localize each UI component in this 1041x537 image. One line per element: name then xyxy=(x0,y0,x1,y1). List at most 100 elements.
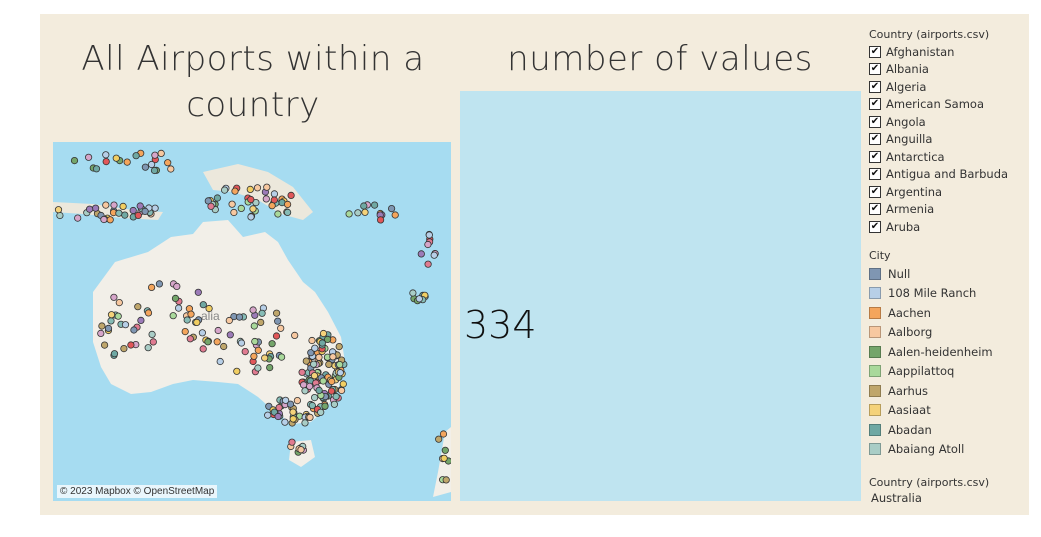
airport-marker[interactable] xyxy=(150,166,159,175)
airport-marker[interactable] xyxy=(251,337,259,346)
airport-marker[interactable] xyxy=(148,330,156,338)
airport-marker[interactable] xyxy=(254,346,262,354)
checkbox[interactable]: ✔ xyxy=(869,220,881,233)
city-legend-item[interactable]: Null xyxy=(869,264,1029,284)
country-filter-item[interactable]: ✔ Algeria xyxy=(869,78,1029,96)
airport-marker[interactable] xyxy=(246,185,254,194)
airport-marker[interactable] xyxy=(370,201,379,209)
airport-marker[interactable] xyxy=(107,317,115,325)
airport-marker[interactable] xyxy=(253,184,262,192)
country-filter-item[interactable]: ✔ Angola xyxy=(869,113,1029,131)
city-legend-item[interactable]: Aarhus xyxy=(869,381,1029,401)
airport-marker[interactable] xyxy=(435,435,443,443)
airport-marker[interactable] xyxy=(337,386,346,395)
airport-marker[interactable] xyxy=(85,205,94,213)
airport-marker[interactable] xyxy=(409,289,417,297)
country-filter-item[interactable]: ✔ Argentina xyxy=(869,183,1029,201)
airport-marker[interactable] xyxy=(258,309,266,317)
airport-marker[interactable] xyxy=(306,413,314,421)
airport-marker[interactable] xyxy=(100,215,108,224)
city-legend-item[interactable]: Aalen-heidenheim xyxy=(869,342,1029,362)
airport-marker[interactable] xyxy=(235,313,244,321)
airport-marker[interactable] xyxy=(97,329,105,337)
airport-marker[interactable] xyxy=(252,198,260,207)
airport-marker[interactable] xyxy=(415,295,423,303)
airport-marker[interactable] xyxy=(121,321,130,329)
airport-marker[interactable] xyxy=(144,344,152,352)
airport-marker[interactable] xyxy=(181,328,189,336)
airport-marker[interactable] xyxy=(270,190,278,198)
airport-marker[interactable] xyxy=(237,204,245,213)
airport-marker[interactable] xyxy=(298,368,306,376)
airport-marker[interactable] xyxy=(148,283,156,291)
airport-marker[interactable] xyxy=(284,200,292,209)
checkbox[interactable]: ✔ xyxy=(869,63,881,76)
airport-marker[interactable] xyxy=(198,329,206,337)
airport-marker[interactable] xyxy=(151,151,159,159)
airport-marker[interactable] xyxy=(376,216,385,224)
airport-marker[interactable] xyxy=(301,419,309,427)
airport-marker[interactable] xyxy=(144,309,153,317)
airport-marker[interactable] xyxy=(323,335,332,343)
airport-marker[interactable] xyxy=(175,304,183,312)
airport-marker[interactable] xyxy=(74,214,82,222)
airport-marker[interactable] xyxy=(173,282,181,290)
airport-marker[interactable] xyxy=(249,205,257,213)
airport-marker[interactable] xyxy=(289,415,297,423)
country-filter-item[interactable]: ✔ Anguilla xyxy=(869,131,1029,149)
airport-marker[interactable] xyxy=(183,316,191,324)
checkbox[interactable]: ✔ xyxy=(869,98,881,111)
airport-marker[interactable] xyxy=(216,357,224,366)
airport-marker[interactable] xyxy=(225,316,233,325)
airport-marker[interactable] xyxy=(311,344,319,352)
airport-marker[interactable] xyxy=(278,353,286,361)
airport-marker[interactable] xyxy=(141,207,149,216)
airport-marker[interactable] xyxy=(268,340,276,348)
airport-marker[interactable] xyxy=(288,438,296,446)
airport-marker[interactable] xyxy=(257,318,265,326)
airport-marker[interactable] xyxy=(391,211,399,219)
airport-marker[interactable] xyxy=(345,210,353,218)
airport-marker[interactable] xyxy=(120,345,128,353)
airport-marker[interactable] xyxy=(439,430,448,438)
airport-marker[interactable] xyxy=(293,397,301,405)
airport-marker[interactable] xyxy=(157,149,165,157)
country-filter-item[interactable]: ✔ Aruba xyxy=(869,218,1029,235)
airport-marker[interactable] xyxy=(107,311,116,319)
airport-marker[interactable] xyxy=(132,152,140,160)
airport-marker[interactable] xyxy=(204,338,212,346)
checkbox[interactable]: ✔ xyxy=(869,150,881,163)
airport-marker[interactable] xyxy=(233,367,241,375)
airport-marker[interactable] xyxy=(321,402,329,410)
airport-marker[interactable] xyxy=(134,303,142,311)
airport-marker[interactable] xyxy=(319,377,327,385)
airport-marker[interactable] xyxy=(336,369,344,377)
country-filter-item[interactable]: ✔ Armenia xyxy=(869,201,1029,219)
airport-marker[interactable] xyxy=(169,312,177,320)
airport-marker[interactable] xyxy=(110,293,118,301)
airport-marker[interactable] xyxy=(247,195,255,204)
city-legend-item[interactable]: Aalborg xyxy=(869,323,1029,343)
airport-marker[interactable] xyxy=(115,299,123,307)
airport-marker[interactable] xyxy=(155,280,164,288)
airport-marker[interactable] xyxy=(272,332,281,340)
airport-marker[interactable] xyxy=(193,318,201,326)
airport-marker[interactable] xyxy=(297,446,305,454)
airport-marker[interactable] xyxy=(261,354,269,362)
airport-marker[interactable] xyxy=(102,151,110,159)
airport-marker[interactable] xyxy=(98,322,106,330)
airport-marker[interactable] xyxy=(281,418,289,426)
checkbox[interactable]: ✔ xyxy=(869,185,881,198)
city-legend-item[interactable]: Abadan xyxy=(869,420,1029,440)
airport-marker[interactable] xyxy=(336,361,344,369)
airport-marker[interactable] xyxy=(220,342,228,351)
airport-marker[interactable] xyxy=(275,403,283,412)
airport-marker[interactable] xyxy=(127,341,135,349)
airport-marker[interactable] xyxy=(274,317,282,325)
airport-marker[interactable] xyxy=(230,208,238,217)
country-filter-list[interactable]: ✔ Afghanistan ✔ Albania ✔ Algeria ✔ American Sa… xyxy=(869,43,1029,235)
airport-marker[interactable] xyxy=(301,387,309,395)
airport-marker[interactable] xyxy=(247,213,255,221)
airport-marker[interactable] xyxy=(287,191,295,200)
airport-marker[interactable] xyxy=(274,412,282,421)
